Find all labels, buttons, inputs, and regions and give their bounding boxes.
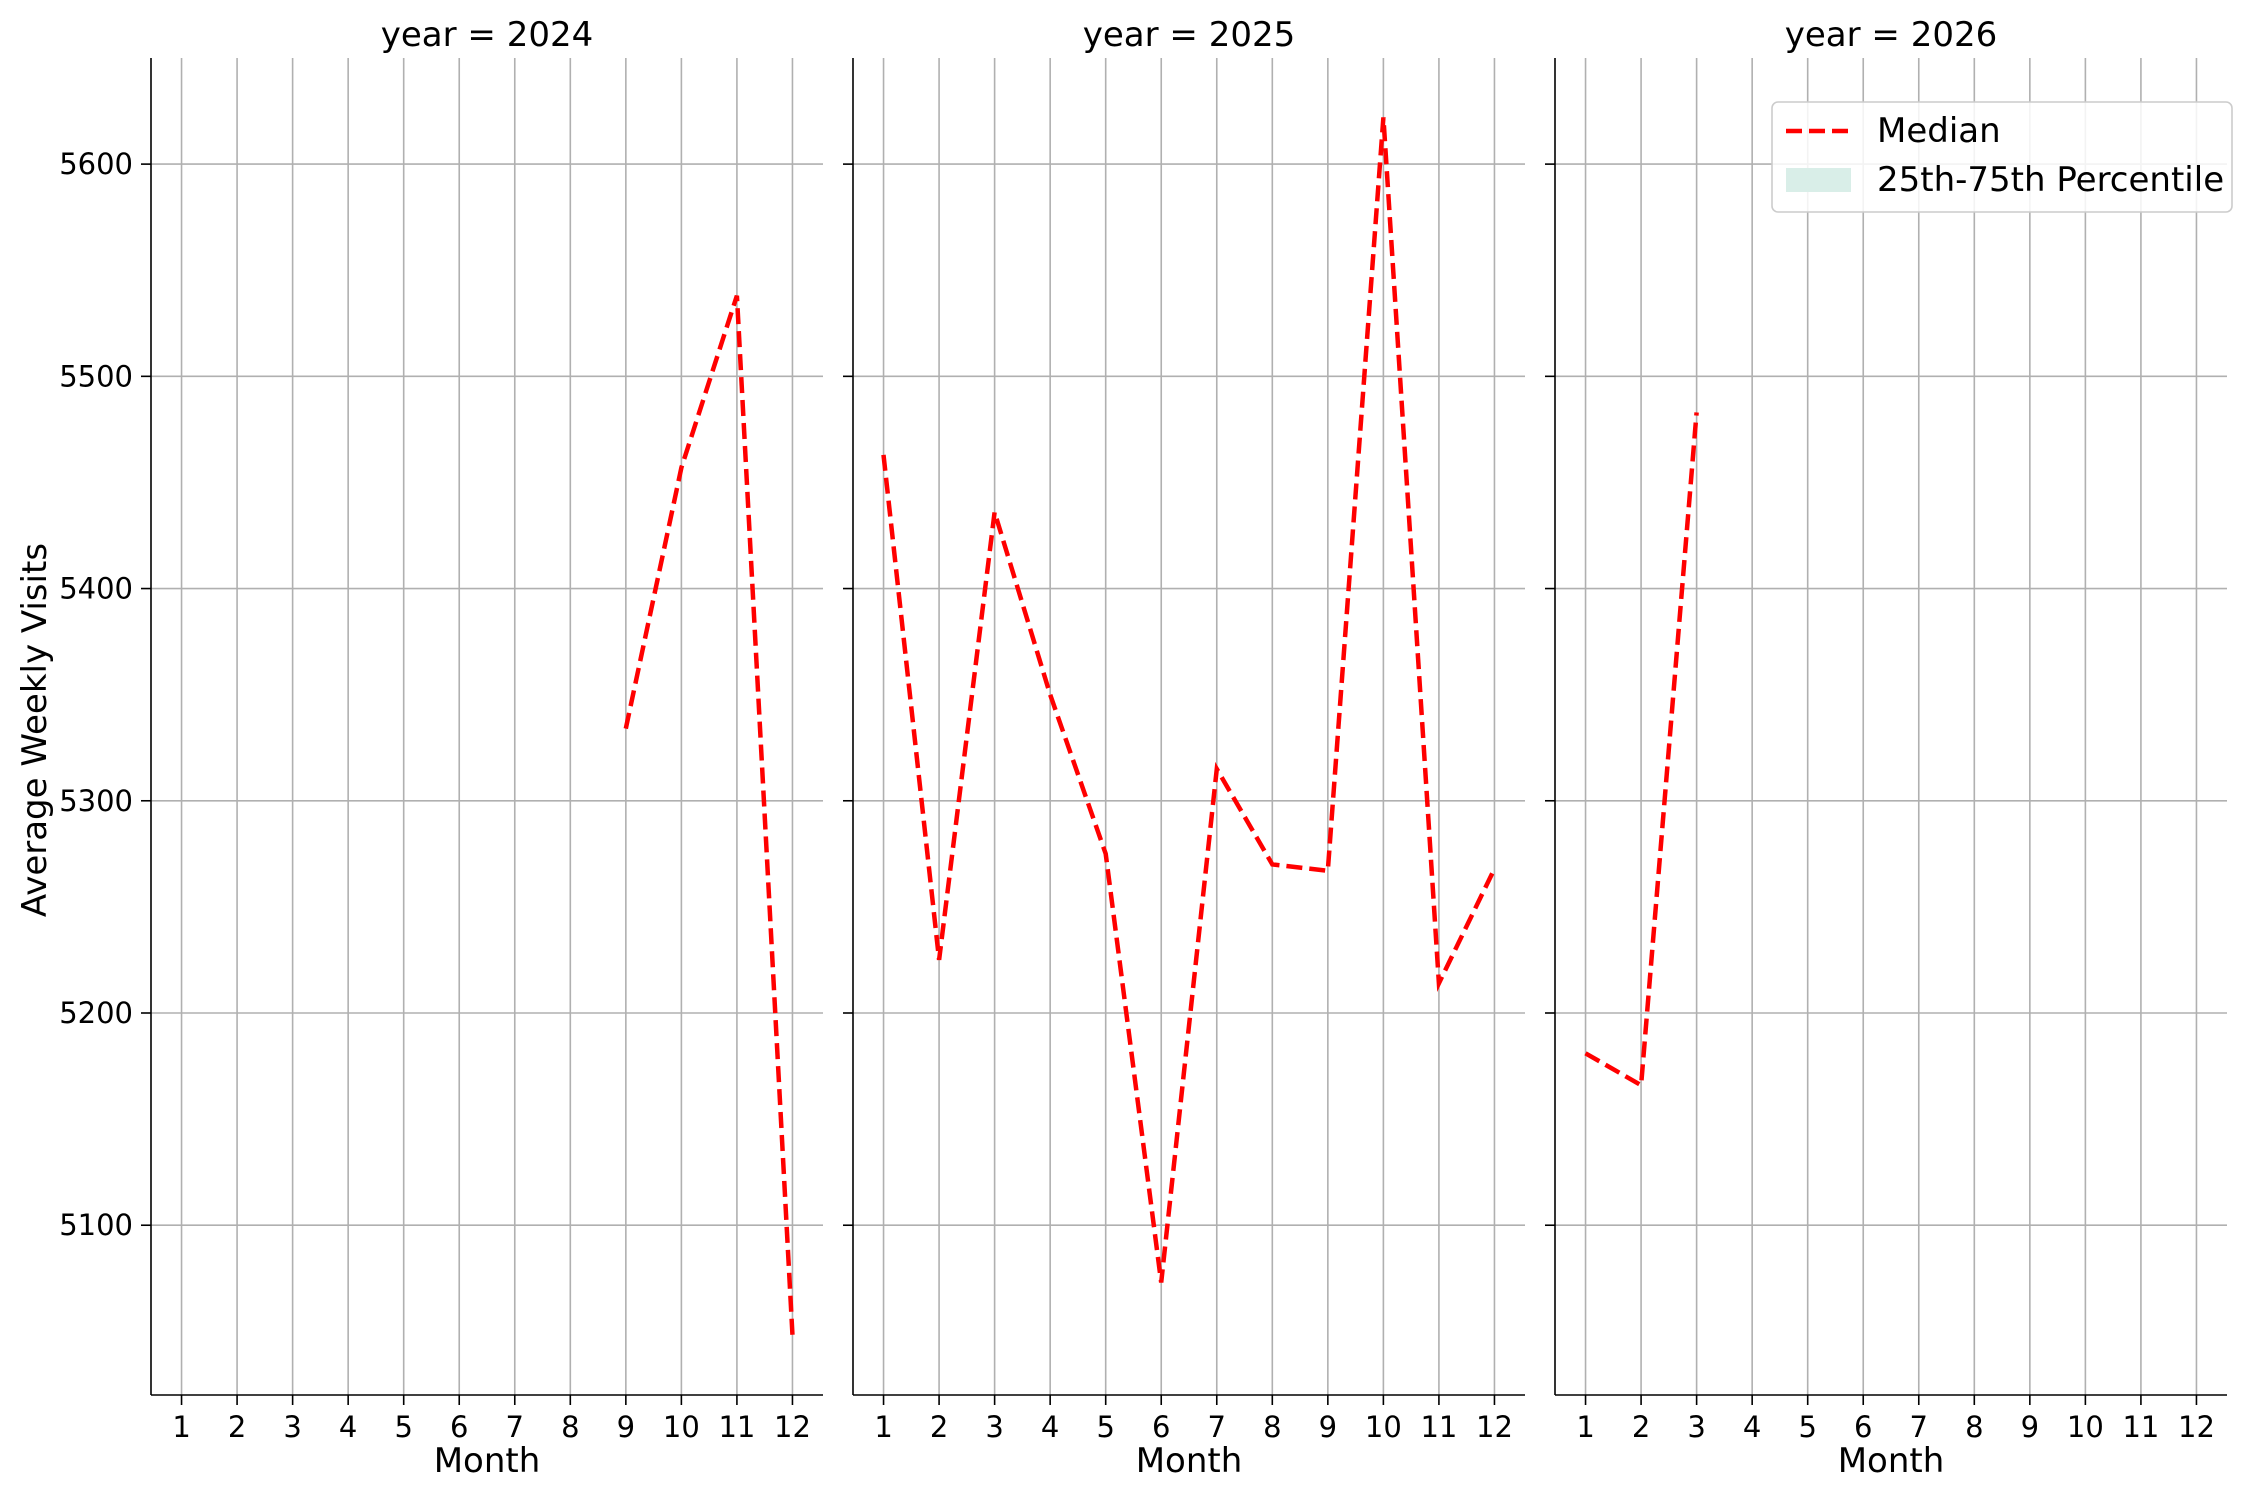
x-tick-label: 12 [1476,1410,1513,1444]
x-tick-label: 5 [394,1410,412,1444]
x-tick-label: 1 [874,1410,892,1444]
x-tick-label: 8 [1965,1410,1983,1444]
y-tick-label: 5200 [59,996,133,1030]
y-tick-label: 5300 [59,784,133,818]
x-tick-label: 7 [506,1410,524,1444]
x-tick-label: 6 [1854,1410,1872,1444]
x-tick-label: 7 [1208,1410,1226,1444]
x-tick-label: 3 [283,1410,301,1444]
legend: Median 25th-75th Percentile [1771,101,2233,213]
legend-percentile-label: 25th-75th Percentile [1877,160,2224,200]
x-tick-label: 6 [1152,1410,1170,1444]
y-tick-label: 5500 [59,359,133,393]
x-tick-label: 10 [663,1410,700,1444]
panels-layer: 1 2 3 4 5 6 7 8 9 10 11 12510052005300540055005600y… [59,15,2227,1481]
y-axis-label: Average Weekly Visits [15,543,55,917]
x-tick-label: 7 [1910,1410,1928,1444]
x-tick-label: 1 [1576,1410,1594,1444]
x-tick-label: 3 [1687,1410,1705,1444]
x-axis-label: Month [1136,1441,1243,1481]
median-line [881,117,1497,1283]
x-tick-label: 11 [2122,1410,2159,1444]
y-tick-label: 5600 [59,147,133,181]
x-tick-label: 12 [774,1410,811,1444]
x-tick-label: 10 [1365,1410,1402,1444]
x-tick-label: 1 [172,1410,190,1444]
median-line [623,295,795,1336]
x-tick-label: 8 [1263,1410,1281,1444]
panel-title: year = 2026 [1785,15,1997,55]
y-tick-label: 5400 [59,572,133,606]
x-axis-label: Month [434,1441,541,1481]
x-tick-label: 11 [718,1410,755,1444]
panel-title: year = 2025 [1083,15,1295,55]
x-tick-label: 12 [2178,1410,2215,1444]
x-tick-label: 11 [1420,1410,1457,1444]
x-tick-label: 2 [228,1410,246,1444]
x-tick-label: 4 [339,1410,357,1444]
x-tick-label: 8 [561,1410,579,1444]
x-tick-label: 2 [930,1410,948,1444]
x-tick-label: 4 [1041,1410,1059,1444]
panel-1: 1 2 3 4 5 6 7 8 9 10 11 12510052005300540055005600y… [59,15,823,1481]
x-tick-label: 5 [1096,1410,1114,1444]
legend-percentile-swatch [1786,168,1851,192]
y-tick-label: 5100 [59,1208,133,1242]
median-line [1584,412,1699,1089]
legend-median-label: Median [1877,111,2001,151]
x-tick-label: 9 [2021,1410,2039,1444]
x-axis-label: Month [1838,1441,1945,1481]
x-tick-label: 5 [1798,1410,1816,1444]
x-tick-label: 6 [450,1410,468,1444]
x-tick-label: 3 [985,1410,1003,1444]
panel-title: year = 2024 [381,15,593,55]
x-tick-label: 9 [1319,1410,1337,1444]
legend-frame [1771,101,2233,213]
x-tick-label: 10 [2067,1410,2104,1444]
x-tick-label: 2 [1632,1410,1650,1444]
x-tick-label: 9 [617,1410,635,1444]
x-tick-label: 4 [1743,1410,1761,1444]
